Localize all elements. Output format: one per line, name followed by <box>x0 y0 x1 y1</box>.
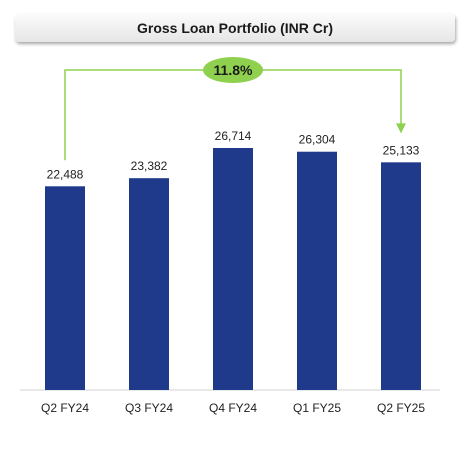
data-label: 23,382 <box>131 159 168 173</box>
data-label: 22,488 <box>47 167 84 181</box>
x-tick-label: Q1 FY25 <box>293 401 341 415</box>
bar-q3-fy24 <box>129 178 169 390</box>
arrow-head-icon <box>396 123 406 134</box>
growth-badge <box>203 57 263 83</box>
growth-bracket-line <box>64 69 402 161</box>
data-label: 26,304 <box>299 133 336 147</box>
x-tick-label: Q4 FY24 <box>209 401 257 415</box>
chart-title: Gross Loan Portfolio (INR Cr) <box>15 14 455 42</box>
x-tick-label: Q2 FY24 <box>41 401 89 415</box>
bar-q2-fy25 <box>381 162 421 390</box>
data-label: 25,133 <box>383 143 420 157</box>
bar-q4-fy24 <box>213 148 253 390</box>
growth-label: 11.8% <box>214 62 253 78</box>
x-tick-label: Q2 FY25 <box>377 401 425 415</box>
bar-q1-fy25 <box>297 151 337 390</box>
data-label: 26,714 <box>215 129 252 143</box>
bar-q2-fy24 <box>45 186 85 390</box>
x-tick-label: Q3 FY24 <box>125 401 173 415</box>
